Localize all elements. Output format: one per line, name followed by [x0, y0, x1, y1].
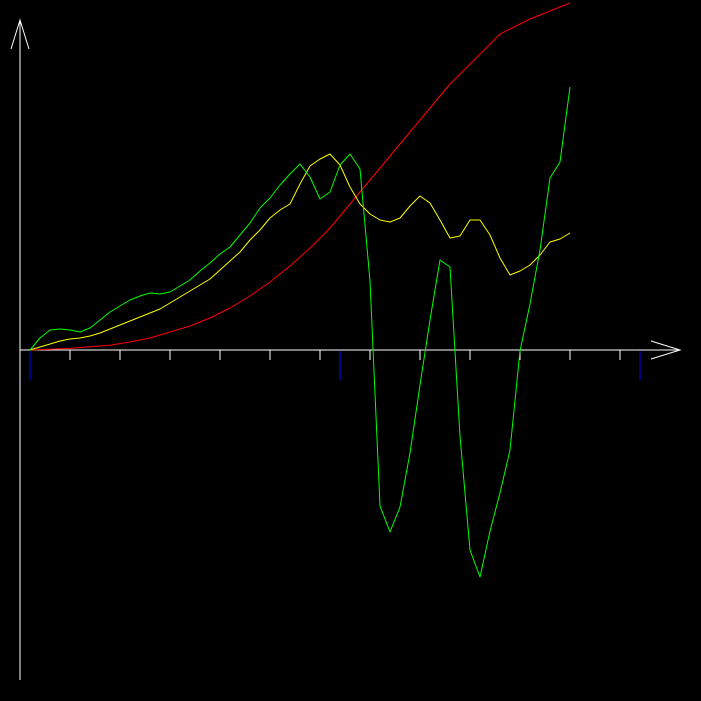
x-axis-arrowhead — [650, 340, 682, 360]
series-lines — [29, 2, 571, 578]
axes — [10, 18, 682, 680]
x-markers — [29, 351, 641, 380]
series-line-2 — [29, 86, 571, 578]
y-axis-arrowhead — [10, 18, 30, 50]
series-line-0 — [29, 2, 571, 351]
x-ticks — [69, 350, 621, 360]
series-line-1 — [29, 153, 571, 351]
